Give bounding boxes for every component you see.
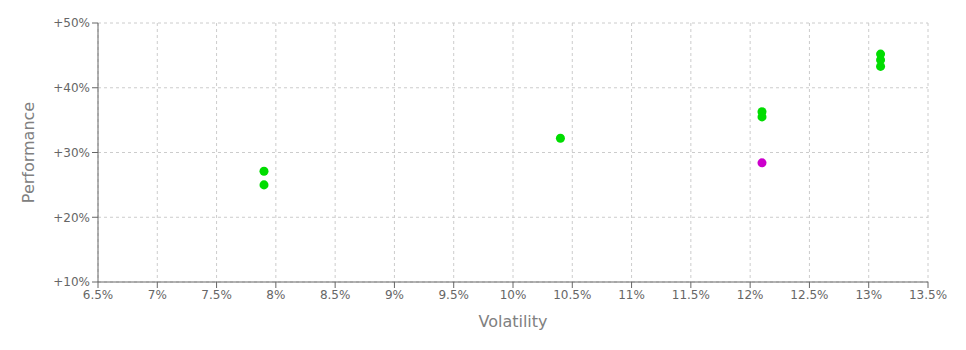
svg-text:13%: 13% <box>855 288 882 302</box>
svg-text:9.5%: 9.5% <box>438 288 469 302</box>
svg-text:8%: 8% <box>266 288 285 302</box>
svg-text:+30%: +30% <box>53 146 90 160</box>
svg-text:Performance: Performance <box>19 102 38 203</box>
svg-text:8.5%: 8.5% <box>320 288 351 302</box>
svg-text:7%: 7% <box>148 288 167 302</box>
svg-text:10%: 10% <box>500 288 527 302</box>
svg-text:Volatility: Volatility <box>478 312 547 331</box>
svg-text:+40%: +40% <box>53 81 90 95</box>
svg-text:6.5%: 6.5% <box>83 288 114 302</box>
svg-text:11%: 11% <box>618 288 645 302</box>
svg-text:12.5%: 12.5% <box>790 288 828 302</box>
svg-text:+10%: +10% <box>53 275 90 289</box>
svg-text:12%: 12% <box>737 288 764 302</box>
svg-text:13.5%: 13.5% <box>909 288 947 302</box>
svg-text:10.5%: 10.5% <box>553 288 591 302</box>
svg-text:9%: 9% <box>385 288 404 302</box>
svg-text:+20%: +20% <box>53 211 90 225</box>
svg-text:7.5%: 7.5% <box>201 288 232 302</box>
svg-text:11.5%: 11.5% <box>672 288 710 302</box>
svg-text:+50%: +50% <box>53 16 90 30</box>
